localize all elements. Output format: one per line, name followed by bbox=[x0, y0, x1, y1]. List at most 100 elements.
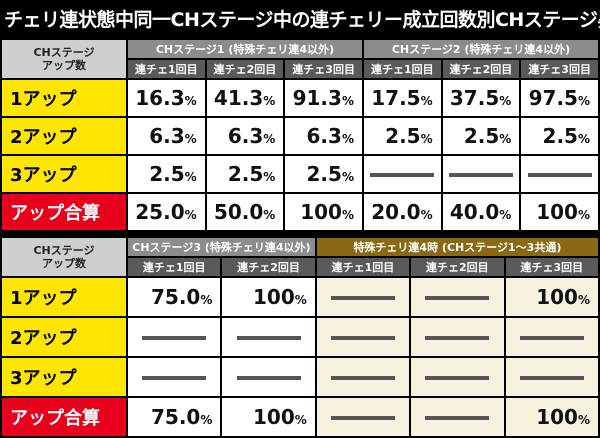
value-number: 50.0 bbox=[213, 200, 264, 224]
column-header: 連チェ1回目 bbox=[363, 60, 441, 78]
table-row: 3アップ bbox=[2, 358, 598, 396]
value-unit: % bbox=[184, 132, 197, 146]
value-unit: % bbox=[341, 94, 354, 108]
page-title: チェリ連状態中同一CHステージ中の連チェリー成立回数別CHステージ昇格抽選 bbox=[4, 9, 600, 31]
column-header: 連チェ1回目 bbox=[128, 60, 205, 78]
value-cell: 6.3% bbox=[206, 118, 284, 154]
value-cell: 2.5% bbox=[206, 156, 284, 192]
dash-mark bbox=[142, 376, 207, 380]
value-cell: 100% bbox=[222, 398, 315, 436]
table-chstage-3-special: CHステージ アップ数 CHステージ3 (特殊チェリ連4以外) 特殊チェリ連4時 … bbox=[0, 236, 600, 438]
value-number: 100 bbox=[536, 285, 578, 309]
value-number: 100 bbox=[253, 285, 295, 309]
empty-cell bbox=[222, 318, 315, 356]
dash-mark bbox=[425, 416, 490, 420]
column-header: 連チェ2回目 bbox=[411, 258, 504, 276]
value-cell: 75.0% bbox=[128, 398, 221, 436]
value-cell: 2.5% bbox=[521, 118, 598, 154]
value-number: 41.3 bbox=[213, 86, 264, 110]
value-unit: % bbox=[184, 170, 197, 184]
value-cell: 25.0% bbox=[128, 194, 205, 230]
table-row: アップ合算 25.0% 50.0% 100% 20.0% 40.0% 100% bbox=[2, 194, 598, 230]
value-unit: % bbox=[200, 293, 213, 307]
table-row: 3アップ 2.5% 2.5% 2.5% bbox=[2, 156, 598, 192]
value-number: 2.5 bbox=[306, 162, 342, 186]
dash-mark bbox=[142, 336, 207, 340]
group-header-special: 特殊チェリ連4時 (CHステージ1〜3共通) bbox=[316, 238, 598, 256]
group-header-chstage-3: CHステージ3 (特殊チェリ連4以外) bbox=[128, 238, 315, 256]
value-cell: 2.5% bbox=[285, 156, 362, 192]
column-header: 連チェ1回目 bbox=[316, 258, 410, 276]
column-header: 連チェ3回目 bbox=[285, 60, 362, 78]
empty-cell bbox=[411, 318, 504, 356]
table-row: 1アップ 75.0% 100% 100% bbox=[2, 278, 598, 316]
value-cell: 100% bbox=[505, 278, 598, 316]
column-header: 連チェ2回目 bbox=[442, 60, 520, 78]
value-unit: % bbox=[341, 132, 354, 146]
dash-mark bbox=[236, 336, 301, 340]
dash-mark bbox=[519, 376, 584, 380]
row-label: アップ合算 bbox=[2, 398, 126, 436]
value-cell: 2.5% bbox=[128, 156, 205, 192]
value-unit: % bbox=[420, 208, 433, 222]
value-unit: % bbox=[294, 293, 307, 307]
column-header: 連チェ2回目 bbox=[222, 258, 315, 276]
value-unit: % bbox=[499, 132, 512, 146]
value-number: 2.5 bbox=[149, 162, 185, 186]
empty-cell bbox=[411, 278, 504, 316]
value-number: 40.0 bbox=[449, 200, 500, 224]
value-number: 6.3 bbox=[306, 124, 342, 148]
value-unit: % bbox=[263, 132, 276, 146]
dash-mark bbox=[425, 296, 490, 300]
value-cell: 100% bbox=[505, 398, 598, 436]
table-chstage-1-2: CHステージ アップ数 CHステージ1 (特殊チェリ連4以外) CHステージ2 (… bbox=[0, 38, 600, 232]
value-unit: % bbox=[420, 132, 433, 146]
value-number: 17.5 bbox=[371, 86, 421, 110]
empty-cell bbox=[128, 358, 221, 396]
row-label: 1アップ bbox=[2, 278, 126, 316]
column-header: 連チェ3回目 bbox=[505, 258, 598, 276]
value-unit: % bbox=[577, 94, 590, 108]
empty-cell bbox=[505, 358, 598, 396]
value-cell: 97.5% bbox=[521, 80, 598, 116]
value-unit: % bbox=[577, 413, 590, 427]
value-cell: 17.5% bbox=[363, 80, 441, 116]
dash-mark bbox=[330, 296, 395, 300]
value-cell: 50.0% bbox=[206, 194, 284, 230]
value-unit: % bbox=[420, 94, 433, 108]
value-cell: 6.3% bbox=[285, 118, 362, 154]
row-label: アップ合算 bbox=[2, 194, 126, 230]
corner-header: CHステージ アップ数 bbox=[2, 40, 126, 78]
value-cell: 40.0% bbox=[442, 194, 520, 230]
empty-cell bbox=[442, 156, 520, 192]
empty-cell bbox=[411, 358, 504, 396]
value-number: 37.5 bbox=[449, 86, 500, 110]
dash-mark bbox=[519, 336, 584, 340]
group-header-chstage-1: CHステージ1 (特殊チェリ連4以外) bbox=[128, 40, 362, 58]
value-number: 91.3 bbox=[292, 86, 342, 110]
value-number: 100 bbox=[536, 405, 578, 429]
value-unit: % bbox=[577, 132, 590, 146]
value-number: 6.3 bbox=[227, 124, 264, 148]
value-cell: 16.3% bbox=[128, 80, 205, 116]
value-number: 100 bbox=[300, 200, 342, 224]
corner-header: CHステージ アップ数 bbox=[2, 238, 126, 276]
value-number: 100 bbox=[536, 200, 578, 224]
column-header: 連チェ1回目 bbox=[128, 258, 221, 276]
row-label: 3アップ bbox=[2, 358, 126, 396]
value-cell: 2.5% bbox=[363, 118, 441, 154]
dash-mark bbox=[425, 376, 490, 380]
value-unit: % bbox=[184, 208, 197, 222]
value-unit: % bbox=[577, 208, 590, 222]
value-number: 2.5 bbox=[385, 124, 421, 148]
value-unit: % bbox=[341, 170, 354, 184]
value-number: 20.0 bbox=[371, 200, 421, 224]
value-unit: % bbox=[184, 94, 197, 108]
value-unit: % bbox=[577, 293, 590, 307]
dash-mark bbox=[527, 173, 592, 177]
empty-cell bbox=[316, 278, 410, 316]
empty-cell bbox=[316, 358, 410, 396]
table-row: 2アップ bbox=[2, 318, 598, 356]
value-cell: 2.5% bbox=[442, 118, 520, 154]
value-cell: 75.0% bbox=[128, 278, 221, 316]
